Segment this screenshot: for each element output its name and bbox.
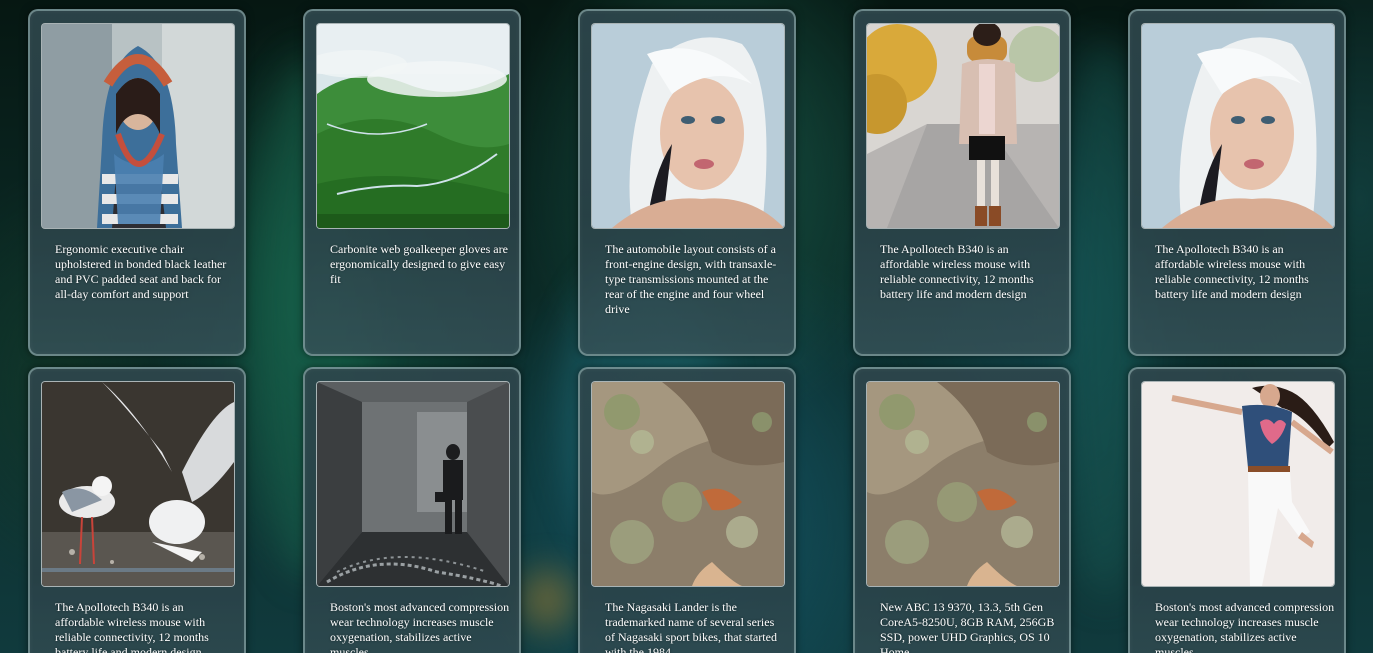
product-card[interactable]: Boston's most advanced compression wear … <box>303 367 521 653</box>
card-description: Ergonomic executive chair upholstered in… <box>55 242 227 301</box>
card-description: The Apollotech B340 is an affordable wir… <box>1155 242 1309 301</box>
blonde-woman-portrait-photo <box>1142 24 1334 228</box>
product-card[interactable]: The Apollotech B340 is an affordable wir… <box>853 9 1071 356</box>
card-description: Carbonite web goalkeeper gloves are ergo… <box>330 242 508 286</box>
card-description: The Apollotech B340 is an affordable wir… <box>880 242 1034 301</box>
card-description: The Nagasaki Lander is the trademarked n… <box>605 600 777 653</box>
product-card[interactable]: The automobile layout consists of a fron… <box>578 9 796 356</box>
product-card[interactable]: New ABC 13 9370, 13.3, 5th Gen CoreA5-82… <box>853 367 1071 653</box>
woman-autumn-street-photo <box>867 24 1059 228</box>
card-description: The automobile layout consists of a fron… <box>605 242 777 316</box>
seagulls-photo <box>42 382 234 586</box>
product-card[interactable]: Carbonite web goalkeeper gloves are ergo… <box>303 9 521 356</box>
rock-lichen-texture-photo <box>867 382 1059 586</box>
product-card[interactable]: The Nagasaki Lander is the trademarked n… <box>578 367 796 653</box>
blonde-woman-portrait-photo <box>592 24 784 228</box>
rock-lichen-texture-photo <box>592 382 784 586</box>
product-card[interactable]: Ergonomic executive chair upholstered in… <box>28 9 246 356</box>
product-card[interactable]: Boston's most advanced compression wear … <box>1128 367 1346 653</box>
green-valley-photo <box>317 24 509 228</box>
dancing-woman-photo <box>1142 382 1334 586</box>
man-in-concrete-building-photo <box>317 382 509 586</box>
card-description: Boston's most advanced compression wear … <box>1155 600 1335 653</box>
product-card[interactable]: The Apollotech B340 is an affordable wir… <box>28 367 246 653</box>
woman-in-scarf-photo <box>42 24 234 228</box>
card-description: The Apollotech B340 is an affordable wir… <box>55 600 209 653</box>
card-description: Boston's most advanced compression wear … <box>330 600 510 653</box>
product-card[interactable]: The Apollotech B340 is an affordable wir… <box>1128 9 1346 356</box>
card-description: New ABC 13 9370, 13.3, 5th Gen CoreA5-82… <box>880 600 1055 653</box>
